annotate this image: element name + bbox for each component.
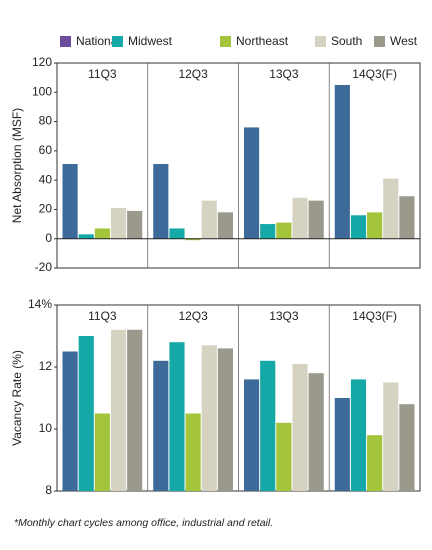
bar [110, 207, 127, 239]
bar [201, 200, 217, 239]
bar [308, 200, 324, 239]
y-tick-label: 0 [45, 231, 52, 245]
bar [292, 197, 308, 239]
bar [94, 228, 110, 239]
category-label: 14Q3(F) [352, 67, 397, 81]
bar [399, 404, 415, 491]
bar [260, 224, 276, 239]
category-label: 13Q3 [269, 309, 299, 323]
bar [153, 360, 169, 491]
footnote: *Monthly chart cycles among office, indu… [14, 517, 273, 529]
bar [62, 164, 78, 239]
legend-label: Midwest [128, 34, 173, 48]
y-tick-label: 14% [28, 297, 52, 311]
bar [127, 210, 143, 239]
legend-swatch [315, 36, 326, 47]
bar [127, 329, 143, 491]
bar [367, 435, 383, 491]
bar [62, 351, 78, 491]
bar [110, 329, 127, 491]
category-label: 14Q3(F) [352, 309, 397, 323]
bar [350, 379, 367, 491]
y-tick-label: 100 [32, 84, 52, 98]
bar [201, 345, 217, 491]
y-axis-label: Vacancy Rate (%) [10, 350, 24, 446]
bar [292, 363, 308, 491]
y-axis-label: Net Absorption (MSF) [10, 108, 24, 223]
bar [217, 348, 233, 491]
bar [78, 234, 94, 239]
y-tick-label: -20 [35, 260, 53, 274]
bar [383, 382, 399, 491]
legend-swatch [112, 36, 123, 47]
bar [217, 212, 233, 239]
y-tick-label: 8 [45, 483, 52, 497]
bar [185, 238, 201, 241]
y-tick-label: 10 [39, 421, 53, 435]
bar [334, 398, 350, 491]
bar [276, 222, 292, 239]
category-label: 11Q3 [88, 309, 117, 323]
bar [153, 164, 169, 239]
legend-label: West [390, 34, 418, 48]
y-tick-label: 120 [32, 55, 52, 69]
bar [94, 413, 110, 491]
category-label: 12Q3 [178, 67, 208, 81]
y-tick-label: 60 [39, 143, 53, 157]
bar [367, 212, 383, 239]
y-tick-label: 20 [39, 202, 53, 216]
bar [244, 379, 260, 491]
bar [399, 196, 415, 239]
bar [185, 413, 201, 491]
category-label: 13Q3 [269, 67, 299, 81]
bar [383, 178, 399, 239]
y-tick-label: 40 [39, 172, 53, 186]
bar [334, 84, 350, 239]
bar [169, 342, 185, 491]
category-label: 12Q3 [178, 309, 208, 323]
y-tick-label: 80 [39, 114, 53, 128]
bar [260, 360, 276, 491]
legend-swatch [374, 36, 385, 47]
bar [308, 373, 324, 491]
bar [276, 422, 292, 491]
legend-label: Northeast [236, 34, 289, 48]
legend-swatch [60, 36, 71, 47]
y-tick-label: 12 [39, 359, 53, 373]
category-label: 11Q3 [88, 67, 117, 81]
legend-label: South [331, 34, 362, 48]
bar [169, 228, 185, 239]
legend-label: National [76, 34, 120, 48]
bar [244, 127, 260, 239]
bar [350, 215, 367, 239]
legend-swatch [220, 36, 231, 47]
bar [78, 336, 94, 491]
